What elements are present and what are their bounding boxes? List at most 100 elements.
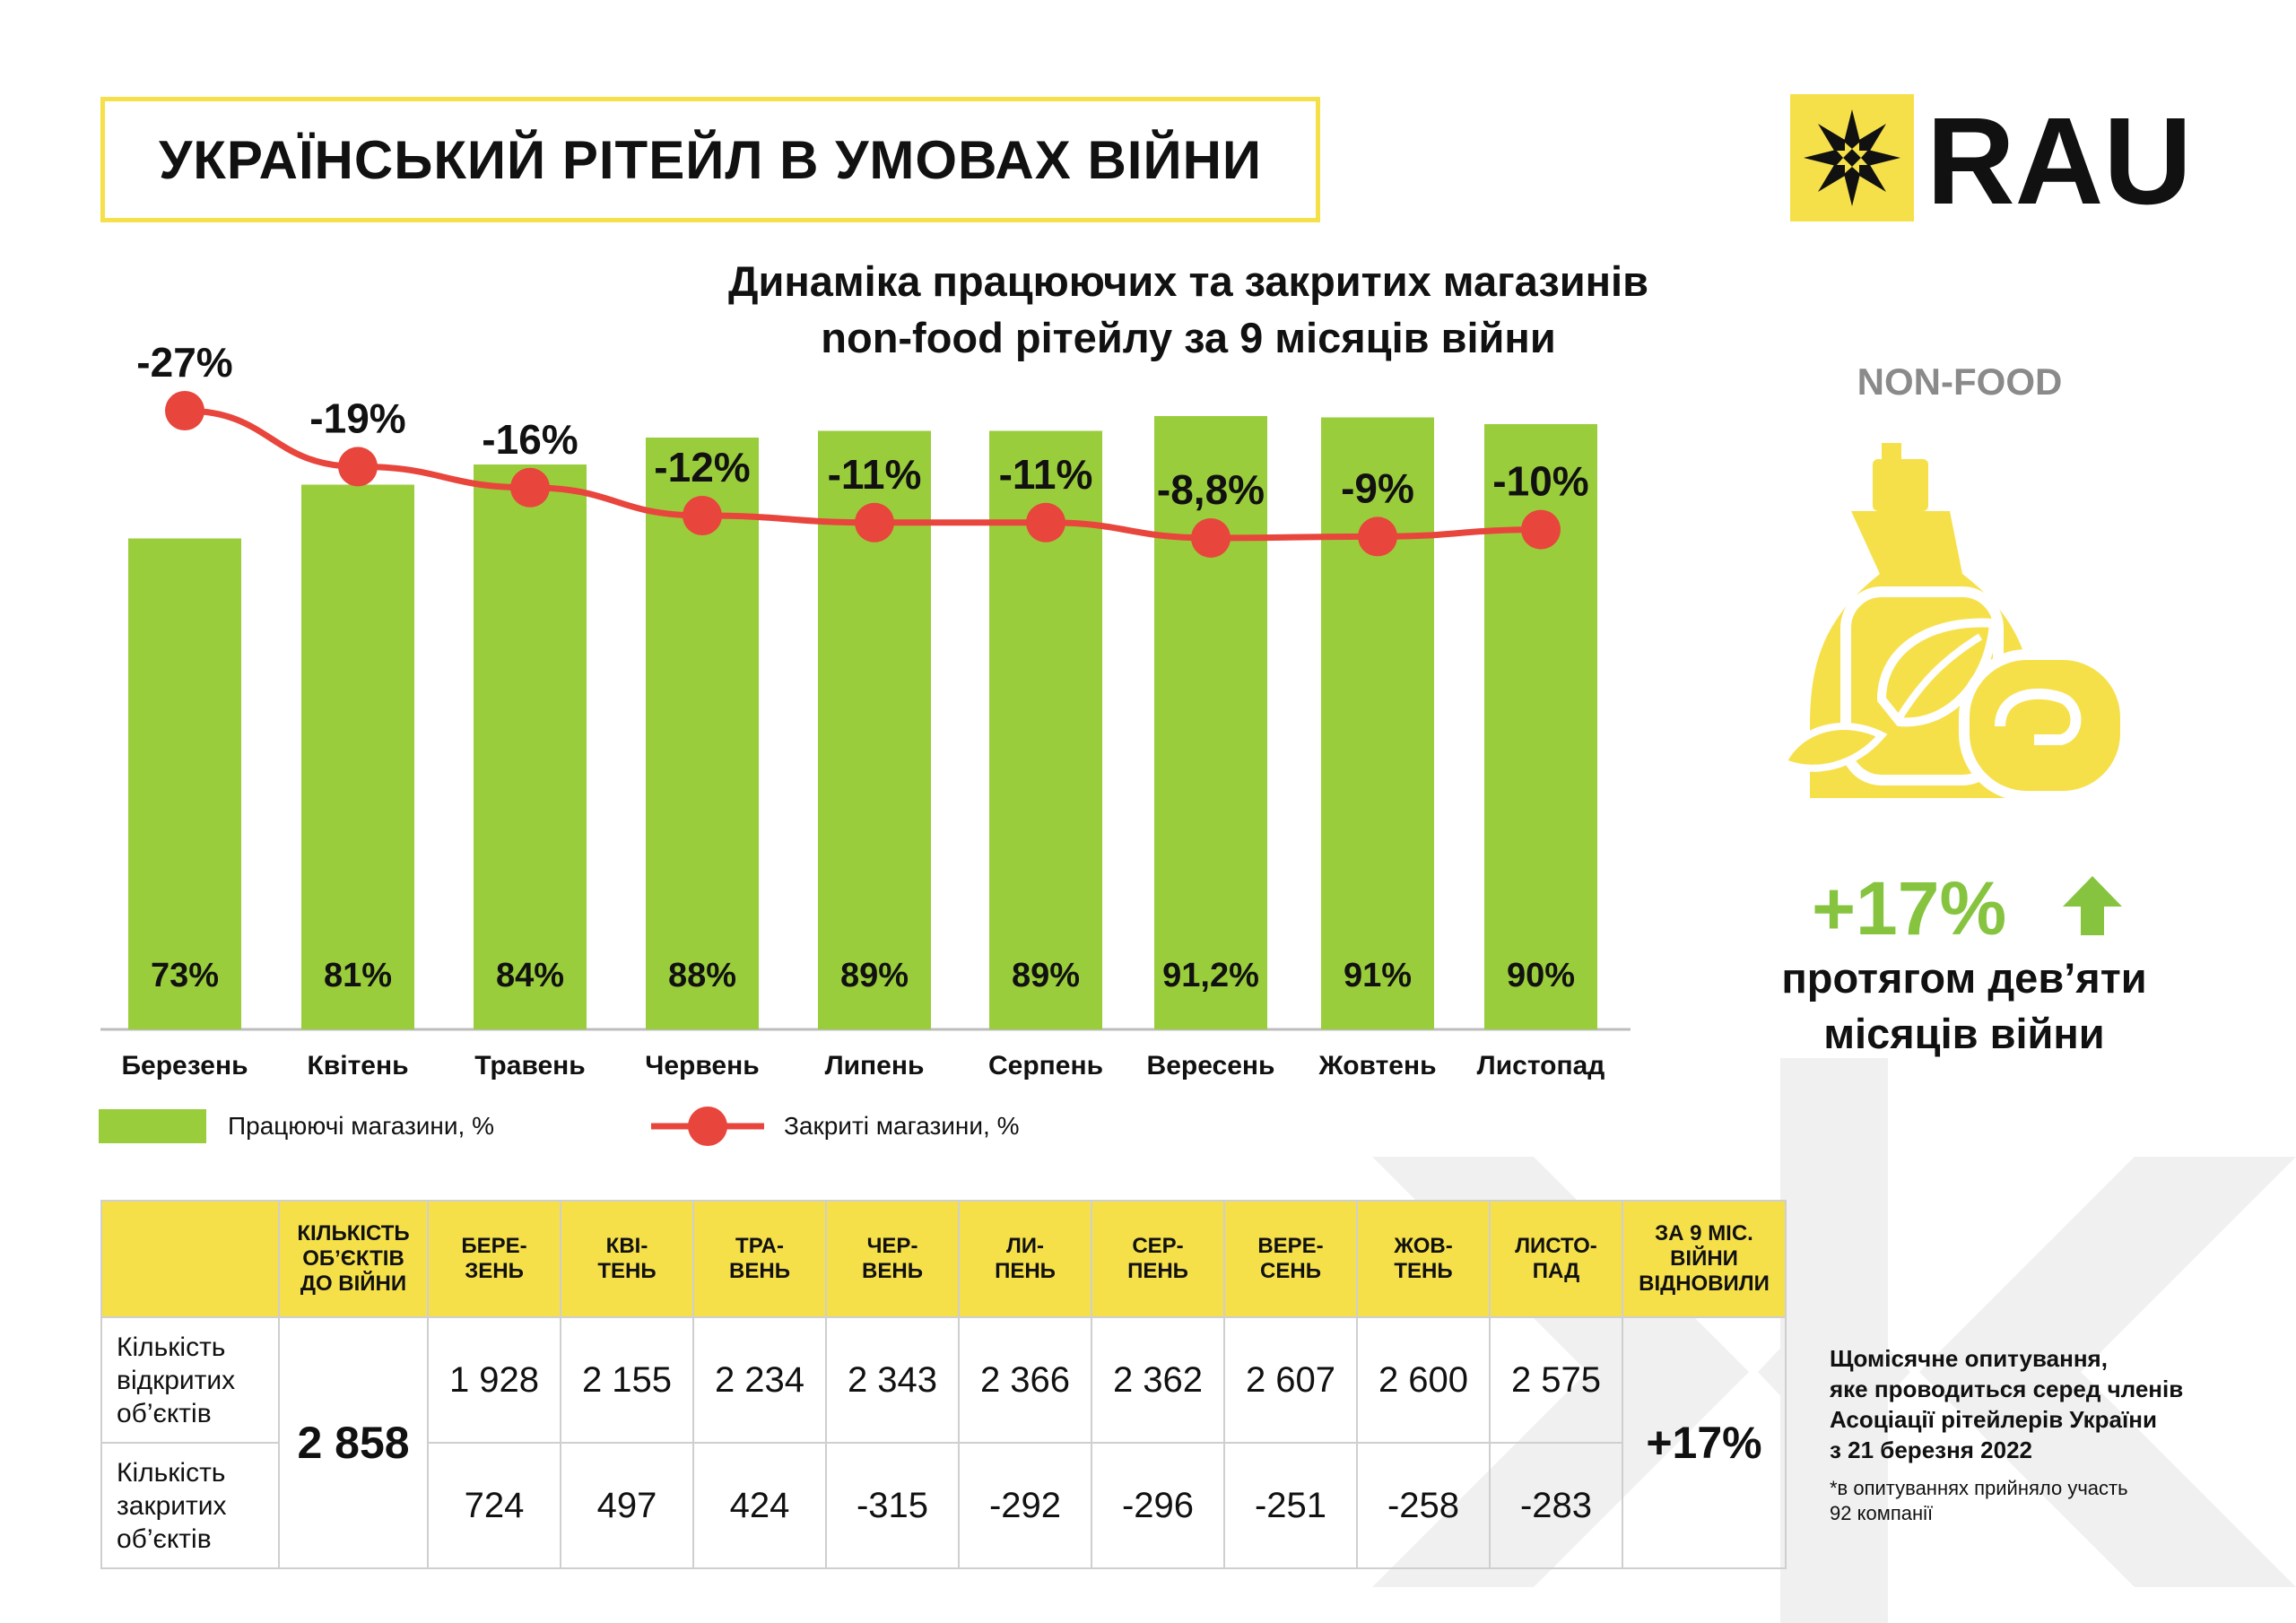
closed-stores-point: [338, 447, 378, 487]
x-tick-label: Жовтень: [1318, 1051, 1436, 1081]
stores-table: КІЛЬКІСТЬ ОБ’ЄКТІВ ДО ВІЙНИ БЕРЕ- ЗЕНЬ КВІ- ТЕ…: [100, 1200, 1787, 1569]
bar: [474, 464, 587, 1029]
table-header-cell: СЕР- ПЕНЬ: [1091, 1200, 1225, 1318]
footnote-line: 92 компанії: [1830, 1502, 1934, 1524]
header-line: ПАД: [1532, 1259, 1580, 1283]
page-title: УКРАЇНСЬКИЙ РІТЕЙЛ В УМОВАХ ВІЙНИ: [158, 129, 1263, 190]
header-line: СЕНЬ: [1260, 1259, 1321, 1283]
x-tick-label: Липень: [825, 1051, 925, 1081]
header-line: ВЕНЬ: [729, 1259, 790, 1283]
table-cell: 1 928: [427, 1316, 561, 1444]
line-value-label: -9%: [1341, 464, 1414, 511]
bar-value-label: 73%: [151, 957, 219, 994]
survey-line: Асоціації рітейлерів України: [1830, 1406, 2157, 1433]
x-tick-label: Березень: [121, 1051, 248, 1081]
table-row: Кількість відкритих об’єктів 2 858 1 928 2 15…: [100, 1316, 1787, 1569]
x-tick-label: Червень: [645, 1051, 759, 1081]
row-label-line: Кількість: [117, 1457, 226, 1488]
legend-item-working: Працюючі магазини, %: [99, 1105, 494, 1148]
rau-logo: RAU: [1790, 94, 2192, 221]
table-header-row: КІЛЬКІСТЬ ОБ’ЄКТІВ ДО ВІЙНИ БЕРЕ- ЗЕНЬ КВІ- ТЕ…: [100, 1200, 1787, 1318]
row-label-line: об’єктів: [117, 1523, 212, 1554]
line-value-label: -10%: [1492, 458, 1588, 505]
x-tick-label: Листопад: [1477, 1051, 1605, 1081]
bar-value-label: 89%: [840, 957, 909, 994]
bar-value-label: 84%: [496, 957, 564, 994]
table-cell: 724: [427, 1442, 561, 1569]
survey-footnote: *в опитуваннях прийняло участь 92 компан…: [1830, 1476, 2206, 1526]
table-cell: 497: [560, 1442, 694, 1569]
legend-label-closed: Закриті магазини, %: [784, 1112, 1020, 1140]
nonfood-change-caption: протягом дев’яти місяців війни: [1740, 950, 2188, 1062]
header-line: ВЕРЕ-: [1257, 1234, 1324, 1258]
caption-line-1: протягом дев’яти: [1781, 954, 2147, 1002]
closed-stores-point: [165, 391, 204, 430]
table-row: Кількість закритих об’єктів 724 497 424 -315 -2…: [100, 1442, 1786, 1569]
table-header-cell: ЛИ- ПЕНЬ: [958, 1200, 1092, 1318]
legend-swatch-line: [651, 1107, 764, 1146]
bar-value-label: 90%: [1507, 957, 1575, 994]
legend-label-working: Працюючі магазини, %: [228, 1112, 494, 1140]
table-cell: 2 575: [1489, 1316, 1623, 1444]
x-tick-label: Травень: [474, 1051, 586, 1081]
header-line: ЧЕР-: [866, 1234, 918, 1258]
bar-value-label: 91%: [1344, 957, 1412, 994]
header-line: ЖОВ-: [1394, 1234, 1453, 1258]
header-line: ЛИ-: [1005, 1234, 1045, 1258]
header-line: ОБ’ЄКТІВ: [302, 1246, 404, 1271]
survey-line: яке проводиться серед членів: [1830, 1376, 2184, 1402]
row-label-line: об’єктів: [117, 1398, 212, 1428]
header-line: ТЕНЬ: [597, 1259, 657, 1283]
header-line: ПЕНЬ: [995, 1259, 1056, 1283]
bar: [301, 484, 414, 1029]
table-header-cell: ЧЕР- ВЕНЬ: [825, 1200, 960, 1318]
header-line: ВІДНОВИЛИ: [1639, 1271, 1770, 1296]
closed-stores-point: [1026, 502, 1065, 542]
line-value-label: -19%: [309, 395, 405, 441]
header-line: КВІ-: [605, 1234, 648, 1258]
caption-line-2: місяців війни: [1823, 1010, 2105, 1057]
table-header-cell: КВІ- ТЕНЬ: [560, 1200, 694, 1318]
table-cell: -258: [1356, 1442, 1491, 1569]
nonfood-change-value: +17%: [1812, 866, 2007, 950]
table-cell: 424: [692, 1442, 827, 1569]
table-header-cell: ЖОВ- ТЕНЬ: [1356, 1200, 1491, 1318]
x-tick-label: Вересень: [1147, 1051, 1275, 1081]
header-line: ЛИСТО-: [1515, 1234, 1597, 1258]
survey-line: Щомісячне опитування,: [1830, 1345, 2108, 1372]
bar: [128, 538, 241, 1029]
closed-stores-point: [683, 496, 722, 535]
footnote-line: *в опитуваннях прийняло участь: [1830, 1477, 2128, 1499]
table-header-cell: БЕРЕ- ЗЕНЬ: [427, 1200, 561, 1318]
closed-stores-point: [1191, 517, 1231, 558]
logo-text: RAU: [1926, 94, 2192, 221]
closed-stores-point: [855, 502, 894, 542]
bar: [646, 438, 759, 1029]
line-value-label: -11%: [999, 451, 1093, 498]
table-cell: -315: [825, 1442, 960, 1569]
table-cell: 2 343: [825, 1316, 960, 1444]
table-cell: -251: [1223, 1442, 1358, 1569]
bar-value-label: 88%: [668, 957, 736, 994]
bottle-leaf-icon: [1778, 443, 2131, 802]
table-cell: 2 155: [560, 1316, 694, 1444]
page-title-box: УКРАЇНСЬКИЙ РІТЕЙЛ В УМОВАХ ВІЙНИ: [100, 97, 1320, 222]
table-header-cell: КІЛЬКІСТЬ ОБ’ЄКТІВ ДО ВІЙНИ: [278, 1200, 429, 1318]
table-cell: 2 607: [1223, 1316, 1358, 1444]
table-cell: -292: [958, 1442, 1092, 1569]
row-label-line: закритих: [117, 1490, 227, 1521]
header-line: КІЛЬКІСТЬ: [297, 1221, 410, 1245]
legend-swatch-bar: [99, 1109, 206, 1143]
x-tick-label: Серпень: [988, 1051, 1103, 1081]
table-body: Кількість відкритих об’єктів 2 858 1 928 2 15…: [100, 1316, 1787, 1569]
arrow-up-icon: [2063, 876, 2122, 935]
table-header-cell: ВЕРЕ- СЕНЬ: [1223, 1200, 1358, 1318]
bar-value-label: 91,2%: [1162, 957, 1259, 994]
legend-item-closed: Закриті магазини, %: [651, 1105, 1020, 1148]
row-label: Кількість відкритих об’єктів: [100, 1316, 280, 1444]
line-value-label: -11%: [828, 451, 922, 498]
table-cell: -296: [1091, 1442, 1225, 1569]
star-icon: [1804, 109, 1900, 206]
closed-stores-point: [510, 467, 550, 508]
header-line: ЗЕНЬ: [465, 1259, 524, 1283]
